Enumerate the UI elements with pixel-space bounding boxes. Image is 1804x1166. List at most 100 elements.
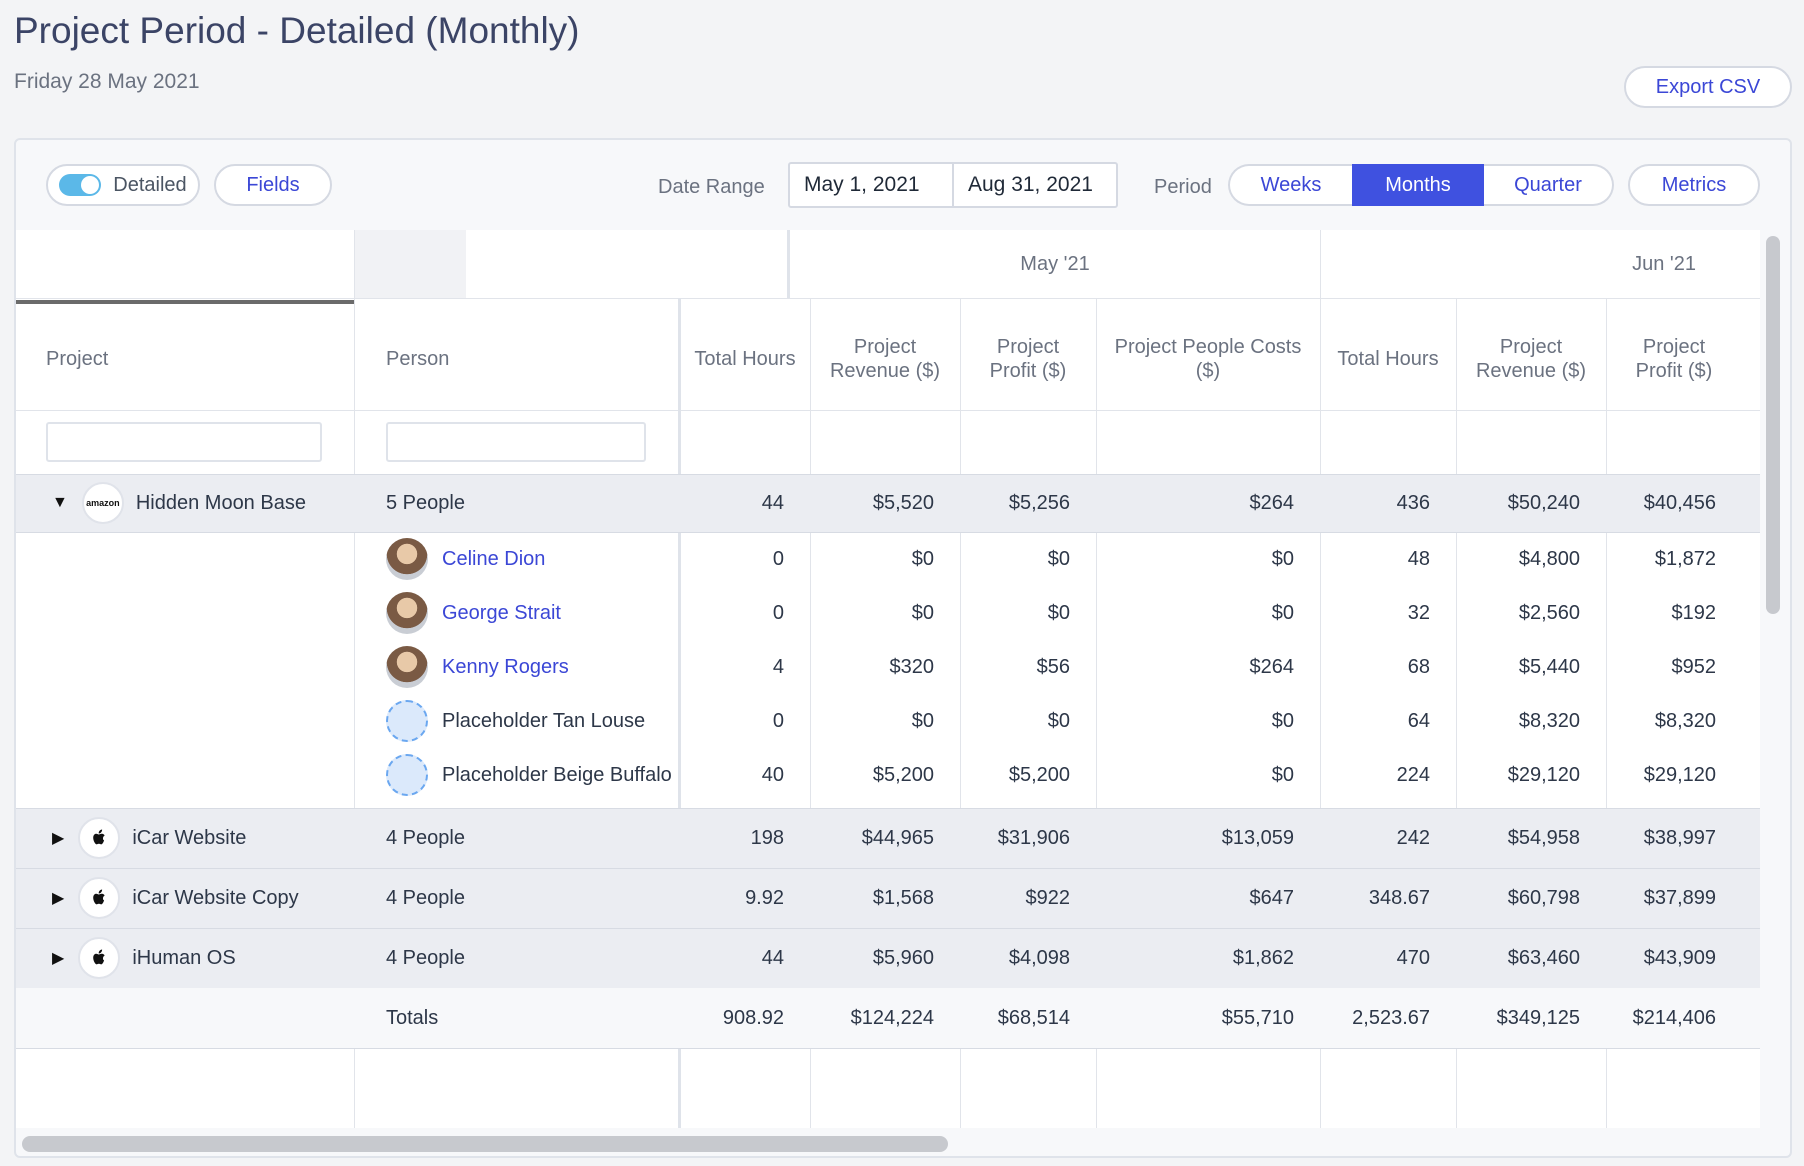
value-cell: $647 [1249, 886, 1295, 909]
date-end-input[interactable]: Aug 31, 2021 [952, 162, 1118, 208]
value-cell: 64 [1407, 709, 1430, 732]
amazon-logo: amazon [81, 482, 124, 524]
column-header-project[interactable]: Project [46, 347, 109, 370]
value-cell: 348.67 [1368, 886, 1430, 909]
value-cell: $349,125 [1496, 1006, 1580, 1029]
value-cell: $0 [911, 547, 934, 570]
value-cell: $29,120 [1507, 763, 1580, 786]
value-cell: $0 [1047, 601, 1070, 624]
value-cell: $40,456 [1643, 491, 1716, 514]
person-row[interactable]: Placeholder Beige Buffalo [386, 748, 672, 802]
column-header-person[interactable]: Person [386, 347, 450, 370]
project-row[interactable] [16, 928, 1760, 988]
detailed-toggle[interactable]: Detailed [46, 164, 200, 206]
person-name[interactable]: Kenny Rogers [442, 655, 569, 678]
value-cell: $38,997 [1643, 826, 1716, 849]
month-header-may: May '21 [1020, 253, 1090, 275]
date-start-input[interactable]: May 1, 2021 [788, 162, 954, 208]
collapse-triangle-icon[interactable]: ▼ [52, 494, 68, 511]
date-range-label: Date Range [658, 176, 765, 198]
project-filter-input[interactable] [46, 422, 322, 462]
value-cell: $952 [1671, 655, 1717, 678]
expand-triangle-icon[interactable]: ▶ [52, 950, 65, 967]
period-weeks-button[interactable]: Weeks [1228, 164, 1352, 206]
period-quarter-button[interactable]: Quarter [1484, 164, 1614, 206]
value-cell: $192 [1671, 601, 1717, 624]
metric-header[interactable]: Total Hours [694, 348, 796, 370]
period-months-button[interactable]: Months [1352, 164, 1484, 206]
person-row[interactable]: Celine Dion [386, 532, 545, 586]
people-count: 4 People [386, 886, 465, 909]
value-cell: $2,560 [1518, 601, 1580, 624]
person-filter-input[interactable] [386, 422, 646, 462]
value-cell: $5,200 [1008, 763, 1070, 786]
value-cell: 44 [761, 946, 784, 969]
value-cell: 436 [1396, 491, 1430, 514]
value-cell: 0 [772, 601, 784, 624]
person-row[interactable]: Placeholder Tan Louse [386, 694, 645, 748]
metric-header[interactable]: Project Revenue ($) [1475, 336, 1587, 382]
person-name[interactable]: George Strait [442, 601, 561, 624]
project-name[interactable]: iCar Website Copy [132, 886, 299, 909]
metric-header[interactable]: Total Hours [1337, 348, 1439, 370]
person-row[interactable]: George Strait [386, 586, 561, 640]
project-row[interactable] [16, 474, 1760, 532]
avatar [386, 592, 428, 634]
horizontal-scrollbar[interactable] [22, 1136, 948, 1152]
project-name[interactable]: Hidden Moon Base [135, 491, 306, 514]
value-cell: $124,224 [850, 1006, 934, 1029]
value-cell: $1,862 [1232, 946, 1294, 969]
placeholder-avatar [386, 700, 428, 742]
value-cell: $8,320 [1518, 709, 1580, 732]
vertical-scrollbar[interactable] [1766, 236, 1780, 614]
value-cell: $264 [1249, 655, 1295, 678]
metrics-button[interactable]: Metrics [1628, 164, 1760, 206]
export-csv-button[interactable]: Export CSV [1624, 66, 1792, 108]
value-cell: $63,460 [1507, 946, 1580, 969]
value-cell: 68 [1407, 655, 1430, 678]
value-cell: 2,523.67 [1352, 1006, 1430, 1029]
value-cell: $68,514 [997, 1006, 1070, 1029]
project-row[interactable] [16, 868, 1760, 928]
value-cell: $0 [911, 709, 934, 732]
value-cell: $0 [1271, 547, 1294, 570]
person-name: Placeholder Tan Louse [442, 709, 646, 732]
metric-header[interactable]: Project Profit ($) [1635, 336, 1713, 382]
value-cell: $214,406 [1632, 1006, 1716, 1029]
value-cell: $1,568 [872, 886, 934, 909]
value-cell: $43,909 [1643, 946, 1716, 969]
value-cell: $0 [1271, 763, 1294, 786]
value-cell: $1,872 [1654, 547, 1716, 570]
expand-triangle-icon[interactable]: ▶ [52, 830, 65, 847]
person-row[interactable]: Kenny Rogers [386, 640, 569, 694]
toggle-switch[interactable] [59, 174, 102, 196]
value-cell: 9.92 [745, 886, 784, 909]
fields-button[interactable]: Fields [214, 164, 332, 206]
page-title: Project Period - Detailed (Monthly) [14, 10, 580, 51]
value-cell: $264 [1249, 491, 1295, 514]
value-cell: 0 [772, 547, 784, 570]
value-cell: $0 [1271, 709, 1294, 732]
value-cell: 470 [1396, 946, 1430, 969]
value-cell: $5,960 [872, 946, 934, 969]
people-count: 4 People [386, 826, 465, 849]
project-name[interactable]: iHuman OS [132, 946, 236, 969]
people-count: 4 People [386, 946, 465, 969]
detailed-label: Detailed [113, 173, 187, 196]
value-cell: $31,906 [997, 826, 1070, 849]
value-cell: 198 [750, 826, 784, 849]
period-label: Period [1154, 176, 1212, 198]
value-cell: $4,098 [1008, 946, 1070, 969]
metric-header[interactable]: Project Revenue ($) [829, 336, 941, 382]
value-cell: $0 [1271, 601, 1294, 624]
metric-header[interactable]: Project People Costs ($) [1114, 336, 1302, 382]
value-cell: 4 [772, 655, 784, 678]
month-header-jun: Jun '21 [1632, 253, 1696, 275]
person-name[interactable]: Celine Dion [442, 547, 546, 570]
totals-row [16, 988, 1760, 1048]
project-row[interactable] [16, 808, 1760, 868]
value-cell: $55,710 [1221, 1006, 1294, 1029]
expand-triangle-icon[interactable]: ▶ [52, 890, 65, 907]
metric-header[interactable]: Project Profit ($) [989, 336, 1067, 382]
project-name[interactable]: iCar Website [132, 826, 247, 849]
